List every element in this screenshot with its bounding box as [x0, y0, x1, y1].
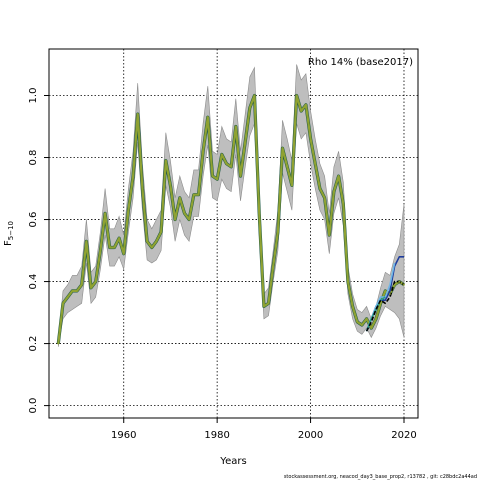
series-main-point	[85, 240, 88, 243]
y-axis: 0.0 0.2 0.4 0.6 0.8 1.0	[28, 88, 49, 414]
series-main-point	[188, 218, 191, 221]
series-main-point	[319, 187, 321, 190]
y-tick-label: 0.8	[28, 150, 39, 166]
series-main-point	[183, 212, 186, 215]
series-main-point	[225, 162, 228, 165]
series-lines	[56, 93, 405, 345]
series-main-point	[202, 150, 205, 153]
series-main-point	[384, 290, 387, 292]
series-retro-teal-line	[365, 296, 386, 332]
series-main-point	[356, 321, 359, 323]
series-main-point	[127, 209, 130, 212]
x-tick-label: 2020	[391, 430, 416, 441]
series-main-point	[230, 165, 233, 168]
series-main-point	[169, 184, 172, 187]
series-main-point	[211, 175, 214, 178]
series-main-point	[365, 317, 368, 320]
series-main-point	[57, 342, 60, 345]
series-main-point	[160, 231, 163, 233]
series-main-point	[328, 234, 331, 237]
series-main-point	[197, 193, 200, 196]
series-main-point	[403, 283, 405, 286]
series-main-point	[281, 147, 284, 150]
series-main-point	[192, 193, 195, 196]
x-tick-label: 2000	[298, 430, 323, 441]
series-main-point	[99, 249, 102, 252]
y-axis-title-main: F	[3, 240, 14, 246]
series-main-point	[76, 290, 78, 292]
series-main-point	[347, 280, 349, 283]
series-main-point	[263, 305, 265, 308]
series-main-point	[90, 286, 92, 289]
series-main-point	[244, 141, 247, 143]
series-main-point	[342, 203, 345, 205]
series-main-point	[291, 184, 293, 187]
series-main-point	[94, 280, 97, 283]
series-main-point	[272, 265, 275, 267]
x-tick-label: 1980	[204, 430, 229, 441]
series-main-point	[155, 240, 158, 243]
series-main-point	[164, 159, 167, 162]
series-main-point	[277, 231, 279, 233]
plot-frame	[48, 48, 419, 419]
series-main-point	[300, 110, 303, 112]
series-main-point	[309, 138, 312, 140]
series-main-point	[375, 317, 377, 320]
series-main-point	[248, 107, 251, 109]
x-tick-label: 1960	[111, 430, 136, 441]
series-main-point	[62, 302, 64, 305]
y-tick-label: 0.0	[28, 398, 39, 414]
series-main-point	[108, 246, 111, 249]
y-axis-title: F5−10	[3, 221, 15, 246]
legend-label: Rho 14% (base2017)	[308, 57, 413, 68]
series-main-point	[118, 237, 120, 240]
series-main-point	[295, 94, 298, 97]
series-main-point	[389, 293, 391, 295]
series-main-point	[267, 302, 270, 305]
series-black-dashed-line	[365, 280, 405, 332]
series-main-point	[206, 116, 209, 119]
series-main-point	[286, 165, 289, 168]
series-main-point	[178, 196, 181, 199]
series-main-point	[136, 113, 139, 115]
series-main-point	[393, 283, 396, 286]
series-main-point	[337, 175, 340, 178]
y-axis-title-subscript: 5−10	[7, 221, 15, 240]
series-main-point	[216, 178, 219, 181]
series-main-point	[80, 283, 83, 286]
series-main-point	[122, 252, 125, 255]
series-main-point	[71, 290, 74, 292]
y-tick-label: 0.6	[28, 212, 39, 228]
series-main-point	[220, 153, 223, 156]
series-main-point	[333, 190, 335, 193]
x-axis: 1960 1980 2000 2020	[111, 418, 417, 441]
x-axis-title: Years	[219, 456, 246, 467]
series-main-point	[66, 296, 69, 298]
series-main-point	[314, 162, 317, 165]
series-main-point	[379, 302, 382, 305]
footer-note: stockassessment.org, neacod_day3_base_pr…	[284, 474, 477, 480]
series-main-point	[146, 240, 149, 243]
series-main-point	[253, 94, 256, 97]
series-main-point	[258, 212, 261, 215]
series-main-point	[398, 280, 401, 283]
series-main-point	[132, 175, 135, 178]
series-main-point	[104, 212, 106, 215]
y-tick-label: 0.4	[28, 274, 39, 290]
y-tick-label: 1.0	[28, 88, 39, 104]
series-main-point	[174, 218, 177, 221]
series-main-point	[239, 175, 242, 178]
series-main-point	[305, 103, 307, 106]
series-main-point	[113, 246, 116, 249]
series-main-point	[370, 327, 373, 329]
series-main-point	[351, 305, 354, 308]
series-main-point	[150, 246, 153, 249]
series-main-point	[361, 324, 363, 326]
series-main-point	[141, 187, 144, 190]
series-main-point	[234, 125, 237, 128]
series-main-point	[323, 196, 326, 199]
y-tick-label: 0.2	[28, 336, 39, 352]
